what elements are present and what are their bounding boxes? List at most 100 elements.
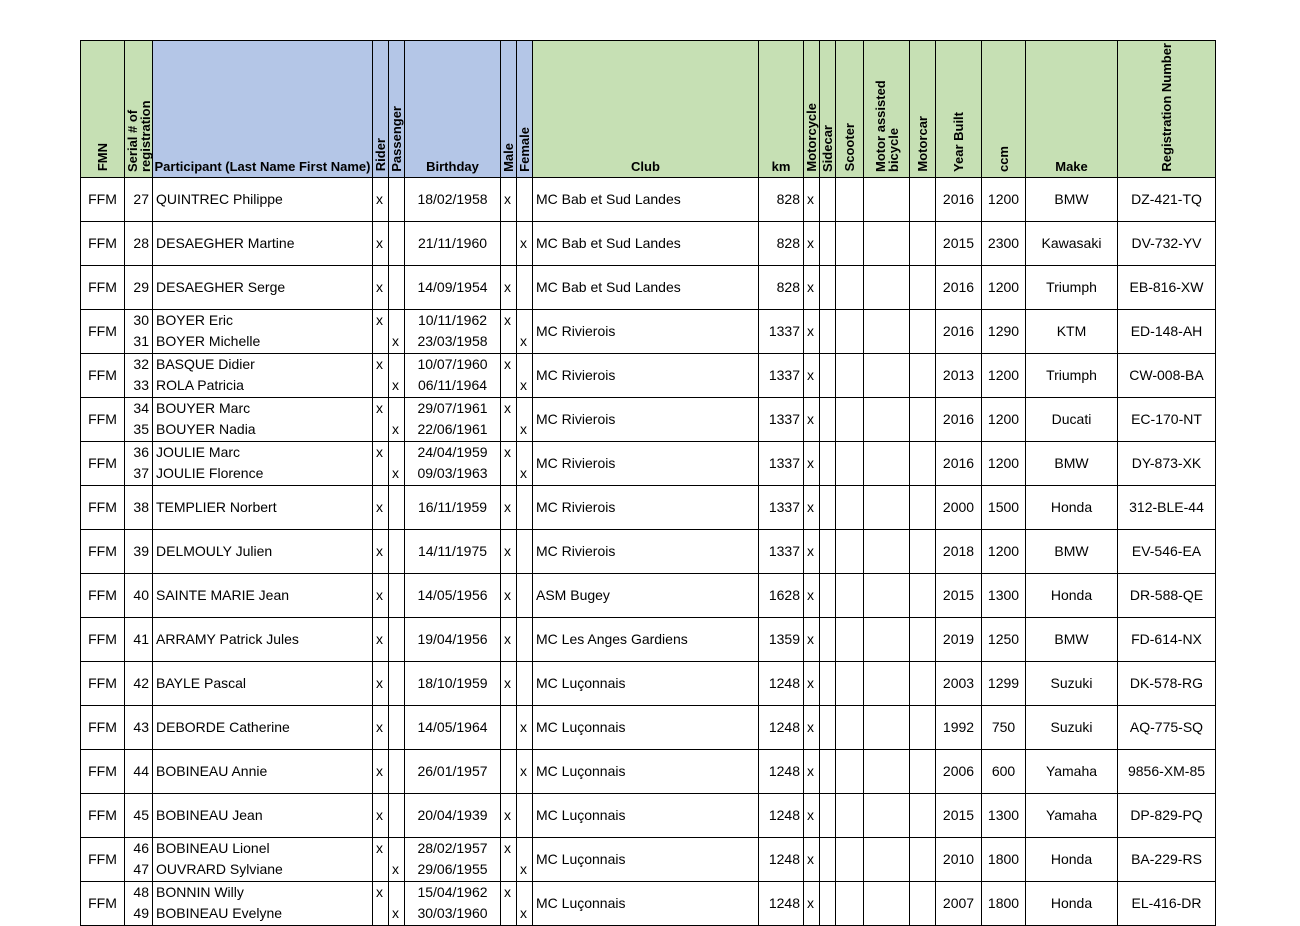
sidecar-cell — [819, 792, 836, 838]
serial-cell: 27 — [124, 176, 153, 222]
year-built-cell-text: 2007 — [942, 895, 975, 912]
year-built-cell-text: 2006 — [942, 763, 975, 780]
rider-cell-text: x — [376, 355, 383, 372]
km-cell-text: 828 — [776, 235, 800, 252]
fmn-cell-text: FFM — [88, 763, 117, 780]
female-cell-text: x — [520, 333, 527, 350]
make-cell: Ducati — [1025, 396, 1118, 442]
registration-cell: ED-148-AH — [1117, 308, 1216, 354]
rider-cell-text: x — [376, 443, 383, 460]
club-cell: MC Bab et Sud Landes — [532, 220, 759, 266]
serial-cell-text: 45 — [133, 807, 149, 824]
serial-cell-text: 41 — [133, 631, 149, 648]
female-cell-text — [520, 310, 532, 331]
year-built-cell-text: 2016 — [942, 191, 975, 208]
rider-cell-text — [376, 419, 388, 440]
registration-cell: DV-732-YV — [1117, 220, 1216, 266]
rider-cell: x — [372, 660, 389, 706]
serial-cell-text: 34 — [133, 399, 149, 416]
passenger-cell: x — [388, 308, 405, 354]
fmn-cell: FFM — [80, 484, 125, 530]
km-cell-text: 828 — [776, 191, 800, 208]
motorcycle-cell-text: x — [807, 455, 814, 472]
make-cell-text: Honda — [1050, 895, 1093, 912]
passenger-cell — [388, 220, 405, 266]
ccm-cell: 1290 — [981, 308, 1026, 354]
passenger-cell — [388, 176, 405, 222]
km-cell: 1628 — [758, 572, 804, 618]
participant-cell: BASQUE Didier ROLA Patricia — [152, 352, 373, 398]
serial-cell: 46 47 — [124, 836, 153, 882]
motorcar-cell — [909, 792, 936, 838]
km-cell-text: 1248 — [768, 851, 800, 868]
registration-cell-text: EC-170-NT — [1131, 411, 1202, 428]
km-cell: 1337 — [758, 396, 804, 442]
motor-assisted-bicycle-cell — [863, 836, 910, 882]
birthday-cell: 14/11/1975 — [404, 528, 501, 574]
female-cell-text: x — [520, 763, 527, 780]
year-built-cell: 2013 — [935, 352, 982, 398]
passenger-cell: x — [388, 396, 405, 442]
km-cell-text: 1337 — [768, 411, 800, 428]
male-cell-text: x — [504, 499, 511, 516]
participant-cell: DESAEGHER Martine — [152, 220, 373, 266]
table-row: FFM 44 BOBINEAU Annie x 26/01/1957 x MC Luçonn… — [80, 748, 1216, 794]
year-built-cell: 1992 — [935, 704, 982, 750]
female-cell: x — [516, 440, 533, 486]
serial-cell-text: 28 — [133, 235, 149, 252]
club-cell-text: MC Bab et Sud Landes — [536, 235, 681, 252]
rider-cell-text: x — [376, 499, 383, 516]
passenger-cell-text: x — [392, 861, 399, 878]
male-cell-text: x — [504, 279, 511, 296]
birthday-cell: 18/10/1959 — [404, 660, 501, 706]
motor-assisted-bicycle-cell — [863, 528, 910, 574]
ccm-cell-text: 1300 — [987, 807, 1020, 824]
club-cell: MC Rivierois — [532, 440, 759, 486]
motor-assisted-bicycle-cell — [863, 748, 910, 794]
club-cell-text: MC Rivierois — [536, 367, 616, 384]
male-cell-text: x — [504, 543, 511, 560]
km-cell-text: 1248 — [768, 763, 800, 780]
club-cell-text: MC Luçonnais — [536, 807, 626, 824]
ccm-cell: 1200 — [981, 440, 1026, 486]
year-built-cell: 2010 — [935, 836, 982, 882]
rider-cell-text — [376, 903, 388, 924]
male-cell: x — [500, 176, 517, 222]
table-row: FFM 46 47 BOBINEAU Lionel OUVRARD Sylviane x x… — [80, 836, 1216, 882]
ccm-cell-text: 1300 — [987, 587, 1020, 604]
rider-cell-text: x — [376, 191, 383, 208]
motorcycle-cell-text: x — [807, 191, 814, 208]
motorcar-cell — [909, 748, 936, 794]
rider-cell-text: x — [376, 675, 383, 692]
rider-cell-text: x — [376, 235, 383, 252]
club-cell: MC Les Anges Gardiens — [532, 616, 759, 662]
year-built-cell: 2015 — [935, 572, 982, 618]
motorcycle-cell-text: x — [807, 323, 814, 340]
participant-cell: TEMPLIER Norbert — [152, 484, 373, 530]
participant-cell-text: BONNIN Willy — [156, 883, 244, 900]
header-registration: Registration Number — [1117, 40, 1216, 178]
birthday-cell: 18/02/1958 — [404, 176, 501, 222]
year-built-cell-text: 2015 — [942, 235, 975, 252]
motorcycle-cell-text: x — [807, 719, 814, 736]
birthday-cell-text: 14/05/1956 — [417, 587, 488, 604]
sidecar-cell — [819, 484, 836, 530]
male-cell: x — [500, 616, 517, 662]
km-cell-text: 1248 — [768, 807, 800, 824]
sidecar-cell — [819, 528, 836, 574]
motorcycle-cell: x — [803, 220, 820, 266]
male-cell: x — [500, 352, 517, 398]
rider-cell: x — [372, 440, 389, 486]
participant-cell: BOUYER Marc BOUYER Nadia — [152, 396, 373, 442]
passenger-cell — [388, 792, 405, 838]
club-cell-text: ASM Bugey — [536, 587, 610, 604]
fmn-cell-text: FFM — [88, 543, 117, 560]
year-built-cell-text: 2015 — [942, 807, 975, 824]
passenger-cell — [388, 528, 405, 574]
km-cell: 828 — [758, 176, 804, 222]
birthday-cell: 21/11/1960 — [404, 220, 501, 266]
participant-cell-text: ARRAMY Patrick Jules — [156, 631, 299, 648]
club-cell: MC Bab et Sud Landes — [532, 264, 759, 310]
participant-cell: QUINTREC Philippe — [152, 176, 373, 222]
rider-cell: x — [372, 836, 389, 882]
